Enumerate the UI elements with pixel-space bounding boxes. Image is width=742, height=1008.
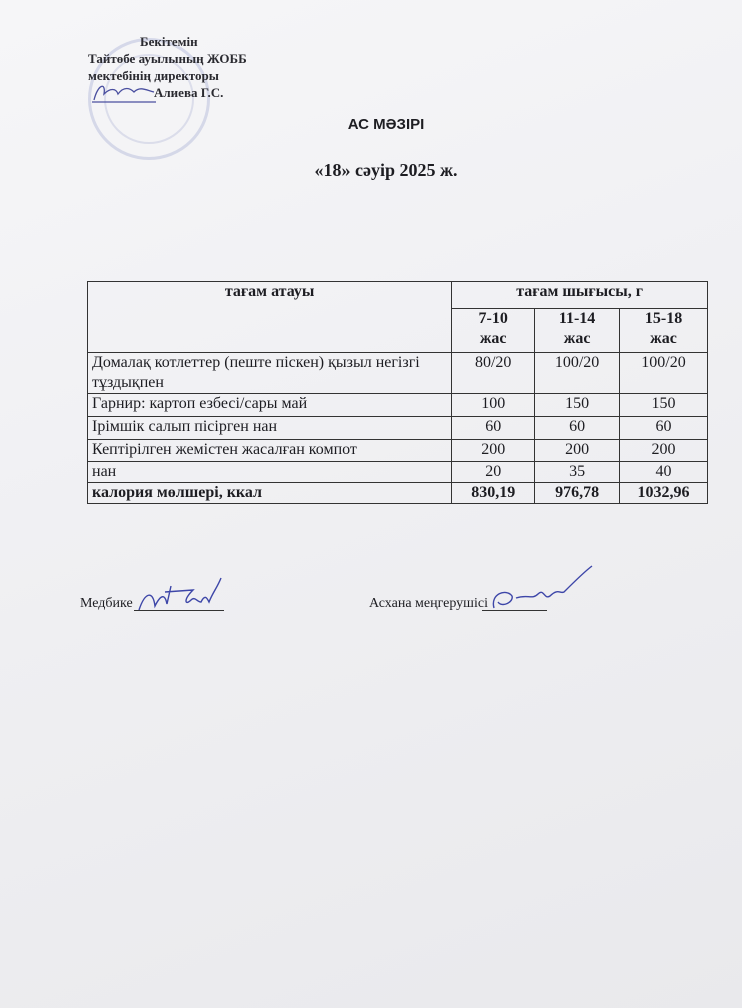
table-row: нан 20 35 40 [86,461,708,483]
portion-value: 200 [451,439,536,462]
approval-line: Бекітемін [140,34,198,49]
portion-value: 60 [451,416,536,440]
portion-value: 20 [451,461,536,483]
school-stamp [88,38,210,160]
header-dish-name: тағам атауы [86,281,453,353]
portion-value: 40 [619,461,708,483]
portion-value: 200 [534,439,621,462]
menu-table: тағам атауы тағам шығысы, г 7-10 жас 11-1… [86,281,708,504]
table-row: Гарнир: картоп езбесі/сары май 100 150 1… [86,393,708,417]
table-row: Кептірілген жемістен жасалған компот 200… [86,439,708,462]
director-signature [92,85,156,103]
nurse-signature-line [134,610,224,611]
nurse-signature [138,577,222,611]
age-group-header: 7-10 жас [451,308,536,353]
canteen-head-signature [492,565,593,609]
portion-value: 150 [534,393,621,417]
school-stamp-inner [104,54,194,144]
dish-name: Гарнир: картоп езбесі/сары май [86,393,453,417]
director-name: Алиева Г.С. [154,85,224,100]
calorie-value: 830,19 [451,482,536,504]
canteen-head-label: Асхана меңгерушісі [369,596,488,611]
approval-line: Тайтөбе ауылының ЖОББ [88,51,247,66]
table-row: Ірімшік салып пісірген нан 60 60 60 [86,416,708,440]
dish-name: Ірімшік салып пісірген нан [86,416,453,440]
dish-name: нан [86,461,453,483]
age-group-header: 15-18 жас [619,308,708,353]
portion-value: 100/20 [619,352,708,394]
portion-value: 150 [619,393,708,417]
approval-line: мектебінің директоры [88,68,219,83]
calorie-value: 976,78 [534,482,621,504]
menu-date: «18» сәуір 2025 ж. [314,160,458,180]
page-title: АС МӘЗІРІ [347,116,425,133]
portion-value: 60 [619,416,708,440]
dish-name: Кептірілген жемістен жасалған компот [86,439,453,462]
age-group-header: 11-14 жас [534,308,621,353]
portion-value: 100 [451,393,536,417]
header-output: тағам шығысы, г [451,281,708,309]
total-row: калория мөлшері, ккал 830,19 976,78 1032… [86,482,708,504]
calorie-value: 1032,96 [619,482,708,504]
dish-name: Домалақ котлеттер (пеште піскен) қызыл н… [86,352,453,394]
approval-block: Бекітемін Тайтөбе ауылының ЖОББ мектебін… [80,33,247,101]
nurse-label: Медбике [80,596,133,611]
portion-value: 35 [534,461,621,483]
portion-value: 80/20 [451,352,536,394]
portion-value: 100/20 [534,352,621,394]
portion-value: 60 [534,416,621,440]
total-label: калория мөлшері, ккал [86,482,453,504]
table-row: Домалақ котлеттер (пеште піскен) қызыл н… [86,352,708,394]
portion-value: 200 [619,439,708,462]
canteen-head-signature-line [482,610,547,611]
